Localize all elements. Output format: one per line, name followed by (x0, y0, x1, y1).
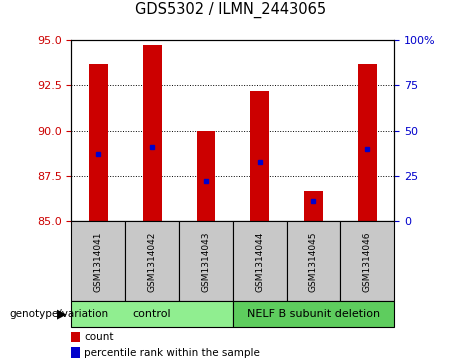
Text: ▶: ▶ (57, 307, 67, 321)
Text: GSM1314041: GSM1314041 (94, 231, 103, 291)
Bar (71, 332, 79, 342)
Bar (340, 221, 394, 301)
Bar (71, 301, 233, 327)
Text: GDS5302 / ILMN_2443065: GDS5302 / ILMN_2443065 (135, 2, 326, 18)
Text: control: control (133, 309, 171, 319)
Bar (179, 221, 233, 301)
Bar (358, 64, 377, 221)
Text: GSM1314044: GSM1314044 (255, 231, 264, 291)
Text: GSM1314046: GSM1314046 (363, 231, 372, 291)
Text: NELF B subunit deletion: NELF B subunit deletion (247, 309, 380, 319)
Bar (89, 64, 108, 221)
Text: GSM1314043: GSM1314043 (201, 231, 210, 291)
Bar (196, 131, 215, 221)
Bar (71, 221, 125, 301)
Bar (233, 221, 287, 301)
Bar (143, 45, 161, 221)
Text: genotype/variation: genotype/variation (9, 309, 108, 319)
Bar (233, 301, 394, 327)
Bar (287, 221, 340, 301)
Text: count: count (84, 332, 114, 342)
Bar (304, 191, 323, 221)
Text: GSM1314045: GSM1314045 (309, 231, 318, 291)
Text: GSM1314042: GSM1314042 (148, 231, 157, 291)
Text: percentile rank within the sample: percentile rank within the sample (84, 348, 260, 358)
Bar (71, 347, 79, 358)
Bar (250, 91, 269, 221)
Bar (125, 221, 179, 301)
